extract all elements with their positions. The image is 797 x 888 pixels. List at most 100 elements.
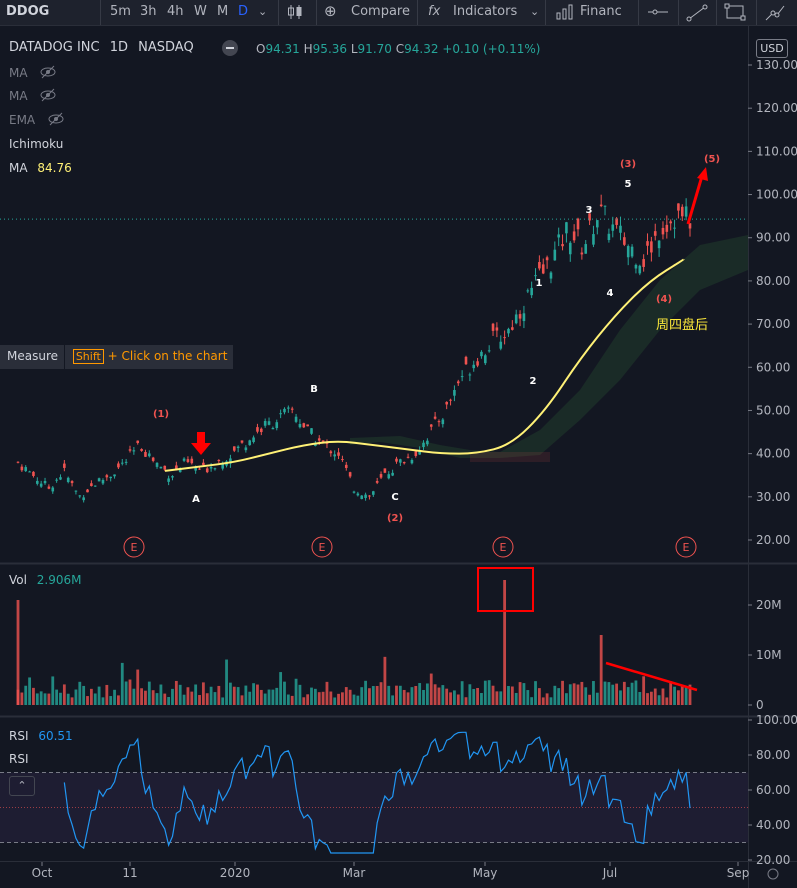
candle-body xyxy=(271,427,275,430)
price-tick-label: 30.00 xyxy=(756,490,790,504)
interval-5m[interactable]: 5m xyxy=(110,4,131,19)
candle-body xyxy=(163,465,167,470)
rsi-value: 60.51 xyxy=(38,729,73,743)
candle-body xyxy=(101,479,105,484)
candle-body xyxy=(453,390,456,396)
volume-bar xyxy=(132,688,136,705)
minus-icon[interactable] xyxy=(222,40,238,56)
interval-4h[interactable]: 4h xyxy=(167,4,184,19)
price-tick-label: 120.00 xyxy=(756,101,797,115)
volume-label: Vol xyxy=(9,573,27,587)
volume-bar xyxy=(476,687,479,705)
volume-bar xyxy=(190,691,194,705)
candle-body xyxy=(55,479,58,481)
volume-bar xyxy=(232,686,236,705)
study-ma-2[interactable]: MA xyxy=(9,88,56,103)
candle-body xyxy=(198,468,201,470)
volume-bar xyxy=(453,690,456,705)
volume-bar xyxy=(159,684,163,705)
candle-body xyxy=(673,227,676,229)
close-label: C xyxy=(395,42,405,56)
volume-bar xyxy=(352,694,356,705)
chevron-down-icon[interactable]: ⌄ xyxy=(258,5,268,18)
moving-average-line xyxy=(164,258,685,472)
candle-body xyxy=(364,494,367,498)
candle-body xyxy=(202,462,205,466)
volume-bar xyxy=(680,686,684,705)
candle-body xyxy=(43,480,47,484)
volume-bar xyxy=(263,693,267,705)
interval-w[interactable]: W xyxy=(194,4,207,19)
candle-body xyxy=(120,462,124,464)
interval-d[interactable]: D xyxy=(238,4,249,19)
rsi-label-2: RSI xyxy=(9,752,29,766)
candle-body xyxy=(306,424,309,427)
candles-icon[interactable] xyxy=(286,4,304,24)
collapse-icon[interactable]: ⌃ xyxy=(9,776,35,796)
candle-body xyxy=(661,227,665,235)
compare-button[interactable]: Compare xyxy=(351,4,410,19)
study-ma-1[interactable]: MA xyxy=(9,65,56,80)
volume-bar xyxy=(151,690,155,705)
candle-body xyxy=(684,206,688,217)
candle-body xyxy=(495,327,499,331)
volume-bar xyxy=(279,672,283,705)
study-name: EMA xyxy=(9,113,36,127)
volume-bar xyxy=(194,684,198,705)
chevron-down-icon[interactable]: ⌄ xyxy=(530,5,540,18)
ma-value: 84.76 xyxy=(37,161,72,175)
add-compare-icon[interactable]: ⊕ xyxy=(324,2,337,20)
candle-body xyxy=(244,447,248,451)
study-ema[interactable]: EMA xyxy=(9,112,64,127)
divider xyxy=(100,0,101,25)
financials-button[interactable]: Financ xyxy=(580,4,622,19)
eye-hidden-icon[interactable] xyxy=(47,112,65,129)
trend-line-icon[interactable] xyxy=(686,4,708,26)
interval-3h[interactable]: 3h xyxy=(140,4,157,19)
volume-bar xyxy=(86,696,89,705)
candle-body xyxy=(607,233,611,240)
price-tick-label: 110.00 xyxy=(756,144,797,158)
candle-body xyxy=(526,290,530,292)
eye-hidden-icon[interactable] xyxy=(39,88,57,105)
volume-bar xyxy=(495,691,499,705)
study-ma-visible[interactable]: MA 84.76 xyxy=(9,161,72,175)
candle-body xyxy=(352,491,356,493)
candle-body xyxy=(321,440,325,443)
candle-body xyxy=(124,461,128,463)
candle-body xyxy=(171,476,174,478)
volume-bar xyxy=(379,682,383,705)
wave-label: (5) xyxy=(704,154,720,165)
volume-bar xyxy=(47,693,51,705)
rectangle-icon[interactable] xyxy=(724,3,746,25)
indicators-button[interactable]: Indicators xyxy=(453,4,518,19)
study-ichimoku[interactable]: Ichimoku xyxy=(9,137,64,151)
volume-bar xyxy=(236,687,240,705)
eye-hidden-icon[interactable] xyxy=(39,65,57,82)
volume-bar xyxy=(217,685,221,705)
candle-body xyxy=(136,440,140,443)
divider xyxy=(678,0,679,25)
path-icon[interactable] xyxy=(764,4,786,26)
interval-m[interactable]: M xyxy=(217,4,229,19)
volume-bar xyxy=(317,692,321,705)
candle-body xyxy=(360,495,364,500)
candle-body xyxy=(263,421,267,426)
volume-bar xyxy=(592,681,595,705)
divider xyxy=(278,0,279,25)
candle-body xyxy=(522,313,526,322)
candle-body xyxy=(653,231,657,236)
volume-bar xyxy=(182,694,186,705)
earnings-marker xyxy=(311,536,333,558)
volume-bar xyxy=(205,693,209,705)
volume-bar xyxy=(310,687,313,705)
volume-bar xyxy=(518,682,522,705)
horizontal-line-icon[interactable] xyxy=(646,4,670,24)
candle-body xyxy=(144,451,147,457)
currency-button[interactable]: USD xyxy=(756,39,788,58)
financials-icon xyxy=(556,4,574,24)
candle-body xyxy=(109,476,112,479)
candle-body xyxy=(287,407,290,409)
symbol-search[interactable]: DDOG xyxy=(6,4,50,19)
